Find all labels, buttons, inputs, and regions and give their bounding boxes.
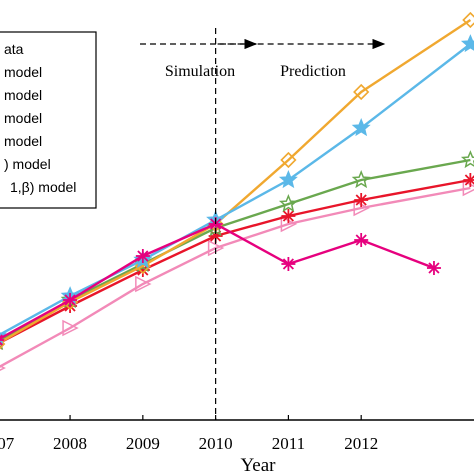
data-point xyxy=(63,293,78,307)
star-shape xyxy=(278,170,298,189)
asterisk-stroke xyxy=(355,234,367,246)
legend-entry: ata xyxy=(4,41,24,57)
series-line xyxy=(0,186,471,368)
simulation-label: Simulation xyxy=(165,63,235,80)
diamond-shape xyxy=(280,151,297,169)
x-tick-label: 2011 xyxy=(272,434,305,453)
data-point xyxy=(281,209,296,223)
x-tick-label: 2009 xyxy=(126,434,160,453)
asterisk-stroke xyxy=(64,294,76,306)
asterisk-stroke xyxy=(137,250,149,262)
legend-entry: model xyxy=(4,87,42,103)
data-point xyxy=(0,365,6,371)
legend-entry: 1,β) model xyxy=(10,179,76,195)
x-tick-label: 2007 xyxy=(0,434,15,453)
asterisk-stroke xyxy=(355,194,367,206)
legend-box xyxy=(0,31,97,209)
asterisk-stroke xyxy=(0,334,3,339)
x-tick-label: 2010 xyxy=(199,434,233,453)
asterisk-stroke xyxy=(0,341,3,346)
star-shape xyxy=(351,170,371,189)
data-point xyxy=(0,334,5,346)
prediction-label: Prediction xyxy=(280,63,346,80)
legend-entry: model xyxy=(4,110,42,126)
data-point xyxy=(462,11,474,29)
triangle-shape xyxy=(135,275,152,293)
data-point xyxy=(62,319,79,337)
x-tick-label: 2012 xyxy=(344,434,378,453)
triangle-shape xyxy=(0,365,6,371)
asterisk-stroke xyxy=(210,230,222,242)
x-tick-label: 2008 xyxy=(53,434,87,453)
data-point xyxy=(135,275,152,293)
data-point xyxy=(353,83,370,101)
asterisk-stroke xyxy=(282,210,294,222)
data-point xyxy=(351,170,371,189)
data-point xyxy=(354,193,369,207)
diamond-shape xyxy=(353,83,370,101)
data-point xyxy=(351,118,371,137)
star-shape xyxy=(460,34,474,53)
star-shape xyxy=(351,118,371,137)
asterisk-stroke xyxy=(428,262,440,274)
data-point xyxy=(354,233,369,247)
series-5 xyxy=(0,179,474,371)
data-point xyxy=(460,34,474,53)
data-point xyxy=(278,170,298,189)
legend-entry: ) model xyxy=(4,156,51,172)
legend-entry: model xyxy=(4,64,42,80)
data-point xyxy=(460,150,474,169)
data-point xyxy=(135,249,150,263)
star-shape xyxy=(460,150,474,169)
data-point xyxy=(278,194,298,213)
data-point xyxy=(426,261,441,275)
data-point xyxy=(280,151,297,169)
diamond-shape xyxy=(462,11,474,29)
star-shape xyxy=(278,194,298,213)
data-point xyxy=(281,257,296,271)
triangle-shape xyxy=(62,319,79,337)
annotations: Simulation Prediction xyxy=(140,28,386,420)
asterisk-stroke xyxy=(282,258,294,270)
legend-entry: model xyxy=(4,133,42,149)
axes: 2007 2008 2009 2010 2011 2012 Year xyxy=(0,415,474,474)
legend: ata model model model model ) model 1,β) model xyxy=(0,31,97,209)
x-axis-title: Year xyxy=(240,455,276,474)
